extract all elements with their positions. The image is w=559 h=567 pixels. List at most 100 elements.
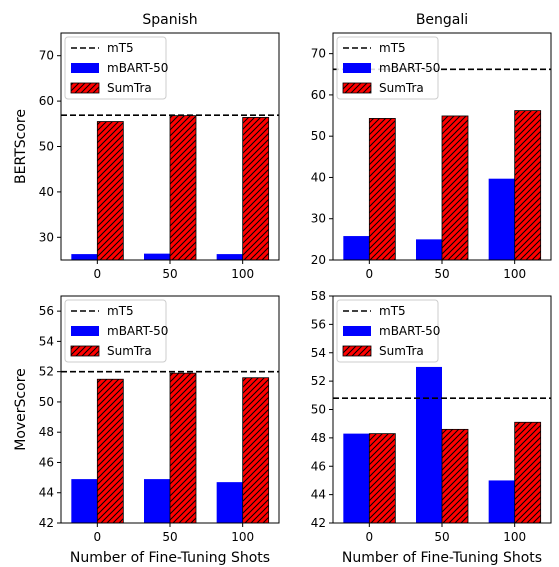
bar-sumtra-50 [169,372,197,524]
chart-panels: 30 40 50 60 70 0 50 100 Spanish BERTScore mT5 mBART… [13,12,552,566]
legend-label-mt5: mT5 [107,41,134,55]
bar-mbart-50-0 [71,479,98,523]
bar-mbart-50-50 [416,239,442,260]
legend-swatch-mbart-50 [71,326,99,336]
y-tick-label: 44 [311,488,326,502]
y-tick-label: 42 [311,516,326,530]
legend-swatch-sumtra [70,345,100,357]
bar-mbart-50-100 [488,178,515,260]
bar-sumtra-100 [242,117,270,261]
legend-swatch-mbart-50 [71,63,99,73]
y-tick-label: 60 [311,88,326,102]
legend: mT5 mBART-50 SumTra [64,299,168,363]
y-tick-label: 60 [39,94,54,108]
legend-swatch-sumtra [70,82,100,94]
x-tick-label: 0 [366,530,374,544]
legend-label-mbart-50: mBART-50 [107,324,168,338]
y-tick-label: 50 [311,129,326,143]
x-tick-label: 50 [434,267,449,281]
legend: mT5 mBART-50 SumTra [64,36,168,100]
x-tick-label: 50 [162,267,177,281]
bar-sumtra-100 [242,377,270,524]
x-tick-label: 0 [94,530,102,544]
legend-label-mbart-50: mBART-50 [379,61,440,75]
legend-swatch-mbart-50 [343,63,371,73]
y-tick-label: 30 [39,230,54,244]
panel-title: Bengali [416,12,468,28]
y-tick-label: 58 [311,289,326,303]
legend-label-mt5: mT5 [379,304,406,318]
y-tick-label: 40 [39,185,54,199]
legend-label-sumtra: SumTra [379,81,424,95]
bar-mbart-50-0 [343,236,370,260]
bar-mbart-50-100 [488,480,515,523]
legend-label-mbart-50: mBART-50 [379,324,440,338]
y-tick-label: 30 [311,212,326,226]
legend-label-mbart-50: mBART-50 [107,61,168,75]
legend-label-sumtra: SumTra [107,81,152,95]
x-axis-label: Number of Fine-Tuning Shots [70,550,270,566]
y-tick-label: 50 [39,395,54,409]
y-axis-label: MoverScore [13,368,29,451]
y-tick-label: 40 [311,170,326,184]
y-tick-label: 54 [311,346,326,360]
legend-label-sumtra: SumTra [107,344,152,358]
bar-mbart-50-100 [216,482,243,523]
y-tick-label: 50 [39,140,54,154]
legend-label-mt5: mT5 [107,304,134,318]
legend-swatch-sumtra [342,345,372,357]
x-tick-label: 50 [434,530,449,544]
y-tick-label: 70 [311,47,326,61]
x-tick-label: 100 [503,530,526,544]
legend-label-mt5: mT5 [379,41,406,55]
bar-sumtra-50 [169,115,197,261]
bar-mbart-50-0 [343,433,370,523]
bar-sumtra-50 [441,115,469,261]
y-tick-label: 52 [39,365,54,379]
x-tick-label: 100 [231,530,254,544]
y-tick-label: 46 [311,459,326,473]
panel-4: 42 44 46 48 50 52 54 56 58 0 50 100 Number of Fine-T… [311,289,552,566]
x-axis-label: Number of Fine-Tuning Shots [342,550,542,566]
bar-sumtra-0 [96,378,124,524]
legend-swatch-sumtra [342,82,372,94]
panel-3: 42 44 46 48 50 52 54 56 0 50 100 MoverScore Number o… [13,295,280,566]
y-tick-label: 52 [311,374,326,388]
bar-sumtra-0 [368,433,396,524]
x-tick-label: 100 [503,267,526,281]
x-tick-label: 0 [94,267,102,281]
bar-sumtra-50 [441,428,469,524]
y-axis-label: BERTScore [13,109,29,184]
panel-1: 30 40 50 60 70 0 50 100 Spanish BERTScore mT5 mBART… [13,12,280,281]
legend: mT5 mBART-50 SumTra [336,36,440,100]
panel-title: Spanish [142,12,197,28]
y-tick-label: 50 [311,403,326,417]
y-tick-label: 42 [39,516,54,530]
y-tick-label: 48 [311,431,326,445]
bar-sumtra-100 [514,110,542,261]
bar-sumtra-0 [368,118,396,261]
x-tick-label: 50 [162,530,177,544]
y-tick-label: 56 [311,317,326,331]
y-tick-label: 20 [311,253,326,267]
legend-swatch-mbart-50 [343,326,371,336]
bar-mbart-50-100 [216,254,243,260]
y-tick-label: 48 [39,425,54,439]
bar-mbart-50-50 [416,366,442,523]
bar-sumtra-100 [514,421,542,524]
y-tick-label: 70 [39,49,54,63]
bar-mbart-50-50 [144,479,170,523]
bar-mbart-50-0 [71,254,98,260]
panel-2: 20 30 40 50 60 70 0 50 100 Bengali mT5 mBART-50 SumT… [311,12,552,281]
x-tick-label: 0 [366,267,374,281]
bar-mbart-50-50 [144,253,170,260]
y-tick-label: 54 [39,334,54,348]
y-tick-label: 56 [39,304,54,318]
y-tick-label: 44 [39,486,54,500]
bar-sumtra-0 [96,121,124,261]
legend-label-sumtra: SumTra [379,344,424,358]
legend: mT5 mBART-50 SumTra [336,299,440,363]
x-tick-label: 100 [231,267,254,281]
y-tick-label: 46 [39,455,54,469]
